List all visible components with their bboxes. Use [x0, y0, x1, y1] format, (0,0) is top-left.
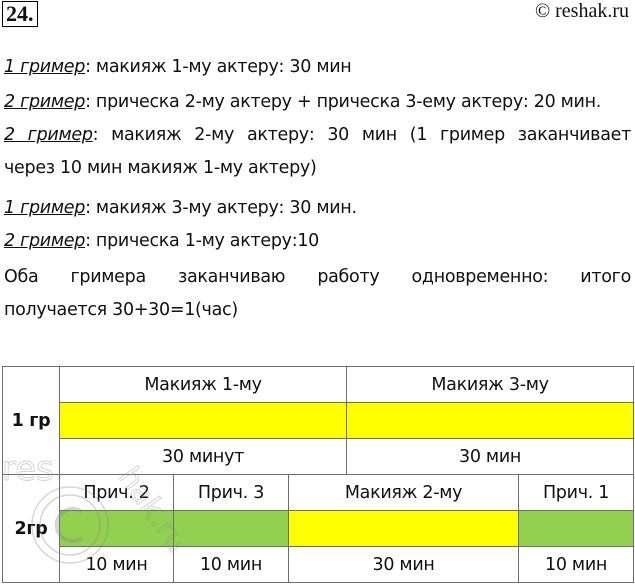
task-duration: 30 мин: [346, 438, 635, 475]
line-text: Оба гримера заканчиваю работу одновремен…: [4, 267, 631, 287]
table-row: 30 минут 30 мин: [3, 438, 635, 475]
table-row: [3, 402, 635, 439]
task-bar: [346, 402, 635, 439]
line-text: получается 30+30=1(час): [4, 300, 238, 320]
task-duration: 10 мин: [59, 546, 174, 583]
makeup-artist-label: 1 гример: [4, 198, 86, 218]
solution-line: 1 гример: макияж 3-му актеру: 30 мин.: [4, 196, 631, 220]
task-bar: [173, 510, 289, 547]
table-row: 10 мин 10 мин 30 мин 10 мин: [3, 546, 635, 583]
task-bar: [59, 510, 174, 547]
solution-line: 2 гример: прическа 1-му актеру:10: [4, 229, 631, 253]
task-duration: 10 мин: [518, 546, 635, 583]
solution-line: получается 30+30=1(час): [4, 298, 631, 322]
solution-line: Оба гримера заканчиваю работу одновремен…: [4, 265, 631, 289]
line-text: : прическа 1-му актеру:10: [85, 231, 319, 251]
solution-line: 2 гример: макияж 2-му актеру: 30 мин (1 …: [4, 123, 631, 147]
makeup-artist-label: 2 гример: [4, 125, 93, 145]
task-bar: [58, 402, 348, 439]
task-name: Прич. 3: [173, 474, 289, 511]
table-row: 2гр Прич. 2 Прич. 3 Макияж 2-му Прич. 1: [2, 474, 635, 583]
task-bar: [518, 510, 635, 547]
schedule-table: 1 гр Макияж 1-му Макияж 3-му 30 минут 30…: [2, 366, 635, 583]
line-text: : прическа 2-му актеру + прическа 3-ему …: [85, 92, 602, 112]
makeup-artist-label: 2 гример: [4, 92, 86, 112]
table-row: 1 гр Макияж 1-му Макияж 3-му: [2, 366, 635, 475]
makeup-artist-label: 2 гример: [4, 231, 86, 251]
problem-number: 24.: [2, 1, 38, 27]
task-name: Макияж 2-му: [287, 474, 520, 511]
solution-line: 2 гример: прическа 2-му актеру + прическ…: [4, 90, 631, 114]
task-name: Макияж 1-му: [58, 366, 348, 403]
row-label: 1 гр: [2, 366, 60, 475]
task-name: Прич. 1: [518, 474, 635, 511]
task-name: Макияж 3-му: [346, 366, 635, 403]
row-label: 2гр: [2, 474, 60, 583]
line-text: : макияж 3-му актеру: 30 мин.: [85, 198, 357, 218]
task-duration: 30 мин: [287, 546, 520, 583]
copyright-label: © reshak.ru: [534, 0, 629, 22]
solution-line: через 10 мин макияж 1-му актеру): [4, 156, 631, 180]
table-row: [3, 510, 635, 547]
solution-line: 1 гример: макияж 1-му актеру: 30 мин: [4, 55, 631, 79]
line-text: через 10 мин макияж 1-му актеру): [4, 158, 317, 178]
task-bar: [287, 510, 520, 547]
line-text: : макияж 2-му актеру: 30 мин (1 гример з…: [92, 125, 632, 145]
task-duration: 10 мин: [173, 546, 289, 583]
task-duration: 30 минут: [58, 438, 348, 475]
line-text: : макияж 1-му актеру: 30 мин: [85, 57, 352, 77]
task-name: Прич. 2: [59, 474, 174, 511]
makeup-artist-label: 1 гример: [4, 57, 86, 77]
